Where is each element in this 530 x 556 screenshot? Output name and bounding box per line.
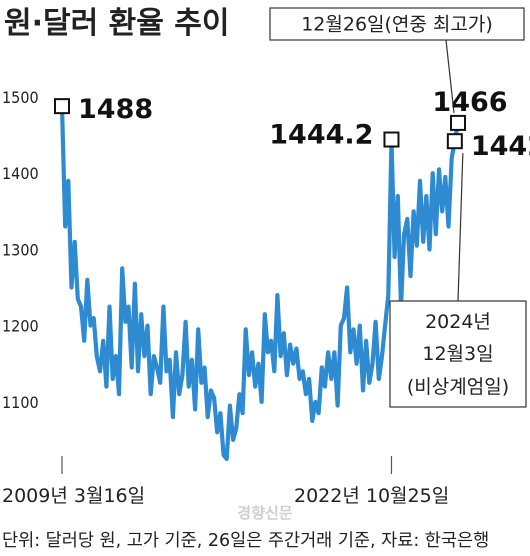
annotation-leaders	[445, 39, 464, 302]
y-tick-label: 1300	[2, 240, 39, 259]
callout-line-year: 2024년	[425, 311, 491, 333]
chart-title: 원·달러 환율 추이	[4, 6, 230, 41]
annotation-markers	[54, 98, 466, 150]
annotation-label-value: 1488	[78, 94, 153, 125]
callout-box-martial-law	[389, 300, 527, 408]
annotation-marker-square	[54, 98, 70, 115]
y-tick-label: 1400	[2, 164, 39, 183]
series-line-usd-krw	[59, 104, 461, 461]
y-tick-label: 1500	[2, 88, 39, 107]
x-tick-label: 2022년 10월25일	[294, 485, 449, 507]
annotation-label-value: 1442	[471, 131, 530, 162]
y-tick-label: 1100	[2, 393, 39, 412]
x-tick-label: 2009년 3월16일	[2, 485, 145, 507]
annotation-marker-square	[383, 131, 400, 148]
annotation-marker-square	[446, 133, 463, 150]
leader-line-martial-law	[457, 153, 464, 302]
y-tick-label: 1200	[2, 317, 39, 336]
callout-box-record-high	[269, 7, 525, 41]
callout-text-record-high: 12월26일(연중 최고가)	[301, 14, 493, 36]
y-axis: 1500 1400 1300 1200 1100	[2, 88, 39, 412]
annotation-labels: 1488 1444.2 1442 1466	[78, 87, 530, 162]
watermark: 경향신문	[237, 504, 292, 522]
annotation-label-value: 1466	[432, 87, 507, 118]
callout-line-event: (비상계엄일)	[407, 376, 509, 398]
annotation-label-value: 1444.2	[269, 120, 373, 151]
callout-line-date: 12월3일	[422, 343, 493, 365]
x-axis: 2009년 3월16일 2022년 10월25일	[2, 456, 449, 507]
annotation-marker-square	[450, 114, 466, 131]
source-note: 단위: 달러당 원, 고가 기준, 26일은 주간거래 기준, 자료: 한국은행	[2, 531, 489, 551]
leader-line-record-high	[445, 39, 455, 113]
